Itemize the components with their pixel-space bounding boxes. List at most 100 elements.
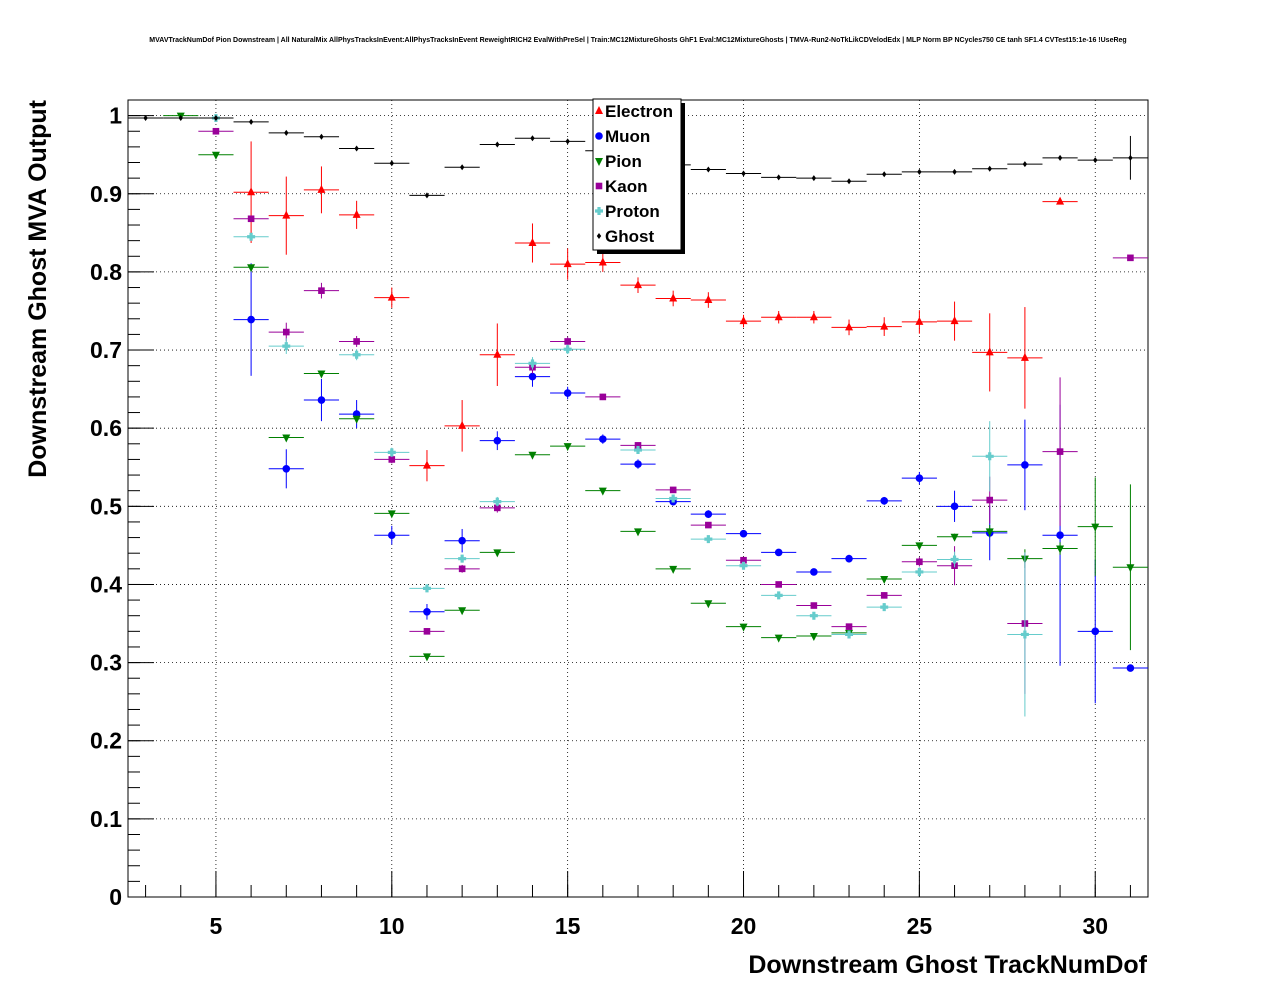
kaon-marker <box>986 496 994 504</box>
kaon-point <box>339 335 375 347</box>
electron-marker <box>809 312 818 321</box>
pion-marker <box>634 528 642 537</box>
proton-marker <box>563 345 572 354</box>
kaon-marker <box>1127 254 1134 262</box>
proton-point <box>409 584 445 593</box>
proton-point <box>374 447 410 458</box>
proton-marker <box>845 630 854 639</box>
electron-point <box>972 313 1008 392</box>
x-tick-label: 30 <box>1082 913 1108 939</box>
electron-marker <box>845 322 854 331</box>
electron-point <box>936 301 973 341</box>
legend-entry-ghost: Ghost <box>596 227 654 246</box>
pion-marker <box>563 443 572 452</box>
pion-marker <box>774 634 783 643</box>
muon-marker <box>423 607 431 616</box>
proton-marker <box>774 591 783 600</box>
y-tick-label: 0.7 <box>90 337 122 363</box>
ghost-marker <box>1022 161 1028 168</box>
ghost-point <box>831 178 867 185</box>
ghost-point <box>901 168 937 175</box>
legend-label-muon: Muon <box>605 127 650 146</box>
x-tick-label: 20 <box>731 913 757 939</box>
legend-label-ghost: Ghost <box>605 227 654 246</box>
muon-marker <box>493 436 502 445</box>
muon-point <box>479 431 515 451</box>
x-tick-label: 15 <box>555 913 581 939</box>
muon-point <box>1077 559 1113 704</box>
pion-point <box>444 607 480 616</box>
muon-point <box>866 496 902 505</box>
pion-point <box>901 542 937 551</box>
pion-marker <box>1126 564 1135 573</box>
ghost-marker <box>248 118 254 125</box>
legend-label-kaon: Kaon <box>605 177 648 196</box>
muon-point <box>620 459 656 469</box>
muon-marker <box>1021 461 1029 469</box>
pion-point <box>1042 542 1078 555</box>
proton-marker <box>528 359 537 368</box>
ghost-point <box>761 174 797 181</box>
pion-point <box>198 151 234 160</box>
proton-point <box>268 338 304 354</box>
pion-marker <box>422 653 431 662</box>
ghost-point <box>374 160 410 167</box>
ghost-marker <box>846 178 852 185</box>
pion-marker <box>352 415 361 424</box>
kaon-point <box>690 521 726 529</box>
ghost-point <box>339 145 375 152</box>
electron-point <box>268 176 304 255</box>
pion-point <box>409 653 445 662</box>
pion-point <box>233 264 269 273</box>
y-tick-label: 1 <box>109 103 122 129</box>
pion-marker <box>211 151 220 160</box>
pion-point <box>620 528 656 537</box>
muon-point <box>585 434 621 444</box>
ghost-point <box>268 129 304 136</box>
electron-point <box>233 141 269 243</box>
ghost-marker <box>882 171 887 178</box>
ghost-marker <box>178 114 183 121</box>
muon-marker <box>810 568 818 576</box>
ghost-marker <box>319 133 324 140</box>
electron-point <box>690 292 726 308</box>
proton-point <box>1007 552 1043 717</box>
electron-marker <box>493 349 502 358</box>
kaon-point <box>796 602 832 609</box>
pion-marker <box>739 623 748 632</box>
kaon-marker <box>458 565 466 573</box>
electron-point <box>550 248 586 280</box>
electron-marker <box>950 316 959 325</box>
kaon-marker <box>880 592 888 599</box>
kaon-point <box>198 127 234 135</box>
x-tick-label: 5 <box>210 913 223 939</box>
kaon-point <box>303 282 340 299</box>
pion-marker <box>950 533 959 542</box>
muon-point <box>831 554 867 563</box>
kaon-marker <box>423 628 431 635</box>
legend-entry-electron: Electron <box>595 102 673 121</box>
kaon-point <box>1112 254 1148 262</box>
ghost-marker <box>565 138 570 145</box>
kaon-marker <box>916 558 923 566</box>
muon-point <box>725 529 762 538</box>
electron-point <box>761 310 797 324</box>
electron-point <box>585 253 621 272</box>
pion-point <box>796 633 832 642</box>
electron-point <box>796 310 832 324</box>
muon-marker <box>915 474 924 482</box>
muon-marker <box>880 497 889 505</box>
proton-point <box>901 567 937 577</box>
electron-marker <box>739 316 748 325</box>
kaon-point <box>901 557 937 567</box>
ghost-marker <box>1093 157 1098 164</box>
proton-point <box>972 421 1008 492</box>
proton-marker <box>387 448 396 457</box>
data-marks <box>128 112 1148 717</box>
pion-marker <box>1056 545 1065 554</box>
kaon-marker <box>388 456 396 463</box>
proton-marker <box>915 567 924 576</box>
pion-marker <box>915 542 924 551</box>
pion-marker <box>985 528 994 537</box>
muon-marker <box>634 460 642 468</box>
